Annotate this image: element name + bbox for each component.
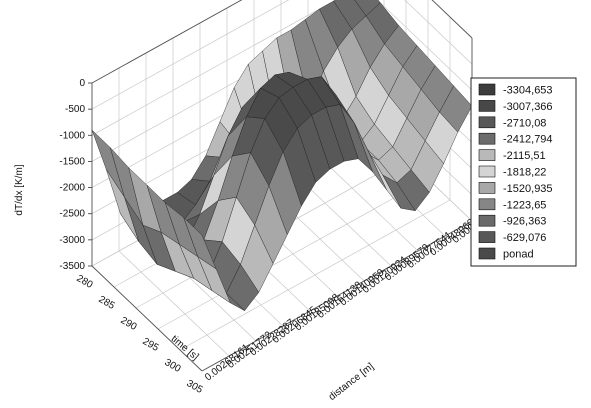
distance-axis-title: distance [m] [327,361,376,403]
z-tick-label: -1500 [59,156,85,167]
legend-swatch [478,116,496,129]
z-tick-label: -1000 [59,130,85,141]
z-gridline [91,0,473,136]
legend-swatch [478,132,496,145]
legend: -3304,653 -3007,366 -2710,08 -2412,794 -2115… [470,77,577,267]
z-tick-label: -2500 [59,209,85,220]
z-tick-label: -2000 [59,183,85,194]
z-gridline [91,0,473,110]
legend-swatch [478,149,496,161]
legend-label: -629,076 [503,232,546,244]
time-tick-label: 295 [141,336,161,354]
box-edge [91,0,243,84]
floor-gridline [179,199,451,351]
time-axis-title: time [s] [169,334,201,363]
box-edge [201,220,473,372]
z-tick-label: 0 [79,78,85,89]
z-tick-label: -3500 [59,261,85,272]
time-tick-label: 290 [119,315,139,333]
legend-label: -1818,22 [503,167,546,179]
legend-label: -2115,51 [503,150,546,162]
z-axis-title: dT/dx [K/m] [14,164,25,215]
z-tick-label: -3000 [59,235,85,246]
surface-cell [183,217,217,270]
legend-label: -2710,08 [503,117,546,129]
legend-label: -3304,653 [503,85,553,97]
time-tick-label: 280 [75,273,95,291]
legend-label: -1223,65 [503,199,546,211]
distance-tick-label: 0.00268161 [203,342,252,383]
box-edge [91,265,203,372]
legend-label: ponad [503,249,534,261]
legend-label: -1520,935 [503,183,553,195]
legend-swatch [478,247,496,260]
legend-swatch [478,83,496,96]
legend-label: -926,363 [503,216,546,228]
time-tick-label: 300 [163,357,183,375]
box-edge [431,0,473,39]
floor-gridline [118,250,230,357]
legend-swatch [478,198,496,211]
surface-layer [91,0,473,311]
time-tick-label: 285 [97,294,117,312]
legend-swatch [478,100,496,112]
legend-swatch [478,231,496,243]
legend-label: -3007,366 [503,101,553,113]
legend-swatch [478,182,496,194]
time-tick-label: 305 [185,378,205,396]
legend-swatch [478,214,496,227]
floor-gridline [157,178,429,330]
legend-label: -2412,794 [503,134,553,146]
legend-swatch [478,165,496,178]
z-tick-label: -500 [65,104,85,115]
